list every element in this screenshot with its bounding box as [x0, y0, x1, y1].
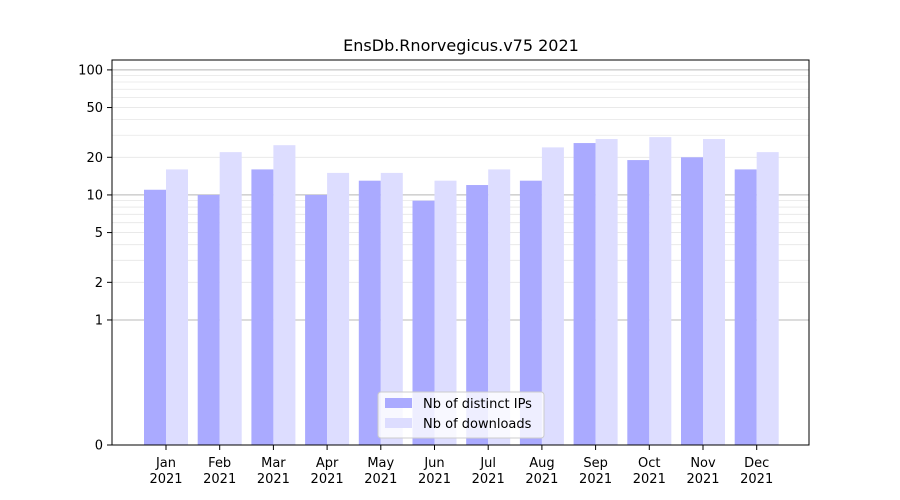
- bar-distinct-ips: [681, 157, 703, 445]
- legend-swatch: [385, 398, 412, 408]
- y-tick-label: 5: [95, 226, 103, 241]
- legend-swatch: [385, 418, 412, 428]
- bar-downloads: [219, 152, 242, 445]
- bar-distinct-ips: [466, 185, 489, 445]
- y-tick-label: 0: [95, 439, 103, 454]
- y-tick-label: 10: [86, 188, 103, 203]
- bar-downloads: [541, 147, 564, 446]
- x-tick-label: Aug 2021: [525, 456, 558, 487]
- legend: Nb of distinct IPs Nb of downloads: [377, 391, 545, 439]
- bar-distinct-ips: [197, 194, 220, 445]
- legend-label: Nb of downloads: [423, 417, 532, 432]
- y-axis: 0 1 2 5 10 20 50 100: [78, 63, 112, 454]
- bar-distinct-ips: [305, 194, 328, 445]
- x-tick-label: Jan 2021: [149, 456, 182, 487]
- y-tick-label: 20: [86, 151, 103, 166]
- bar-downloads: [488, 169, 511, 445]
- bar-distinct-ips: [251, 169, 274, 445]
- bar-distinct-ips: [573, 143, 596, 445]
- x-tick-label: Nov 2021: [686, 456, 719, 487]
- x-tick-label: May 2021: [364, 456, 397, 487]
- x-tick-label: Sep 2021: [579, 456, 612, 487]
- bar-distinct-ips: [519, 180, 542, 445]
- bar-distinct-ips: [734, 169, 757, 445]
- bar-distinct-ips: [412, 200, 435, 445]
- bar-downloads: [380, 172, 403, 445]
- x-axis: Jan 2021 Feb 2021 Mar 2021 Apr 2021 May 2021 Jun 20…: [149, 445, 773, 487]
- bars: [144, 137, 779, 446]
- x-tick-label: Dec 2021: [740, 456, 773, 487]
- bar-downloads: [166, 169, 188, 445]
- y-tick-label: 100: [78, 63, 103, 78]
- bar-distinct-ips: [627, 160, 650, 445]
- x-tick-label: Mar 2021: [257, 456, 290, 487]
- x-tick-label: Jul 2021: [472, 456, 505, 487]
- x-tick-label: Jun 2021: [418, 456, 451, 487]
- bar-downloads: [649, 137, 672, 445]
- x-tick-label: Oct 2021: [633, 456, 666, 487]
- bar-downloads: [595, 139, 618, 445]
- legend-box: [377, 391, 545, 439]
- bar-downloads: [703, 139, 725, 445]
- y-tick-label: 2: [95, 276, 103, 291]
- bar-downloads: [434, 180, 457, 445]
- bar-distinct-ips: [144, 189, 166, 445]
- y-tick-label: 50: [86, 101, 103, 116]
- plot-frame: [111, 59, 810, 446]
- bar-distinct-ips: [358, 180, 381, 445]
- bar-downloads: [273, 145, 296, 445]
- bar-downloads: [756, 152, 779, 445]
- bar-downloads: [327, 172, 350, 445]
- x-tick-label: Feb 2021: [203, 456, 236, 487]
- x-tick-label: Apr 2021: [311, 456, 344, 487]
- legend-label: Nb of distinct IPs: [423, 397, 532, 412]
- chart-title: EnsDb.Rnorvegicus.v75 2021: [343, 36, 579, 55]
- y-tick-label: 1: [95, 313, 103, 328]
